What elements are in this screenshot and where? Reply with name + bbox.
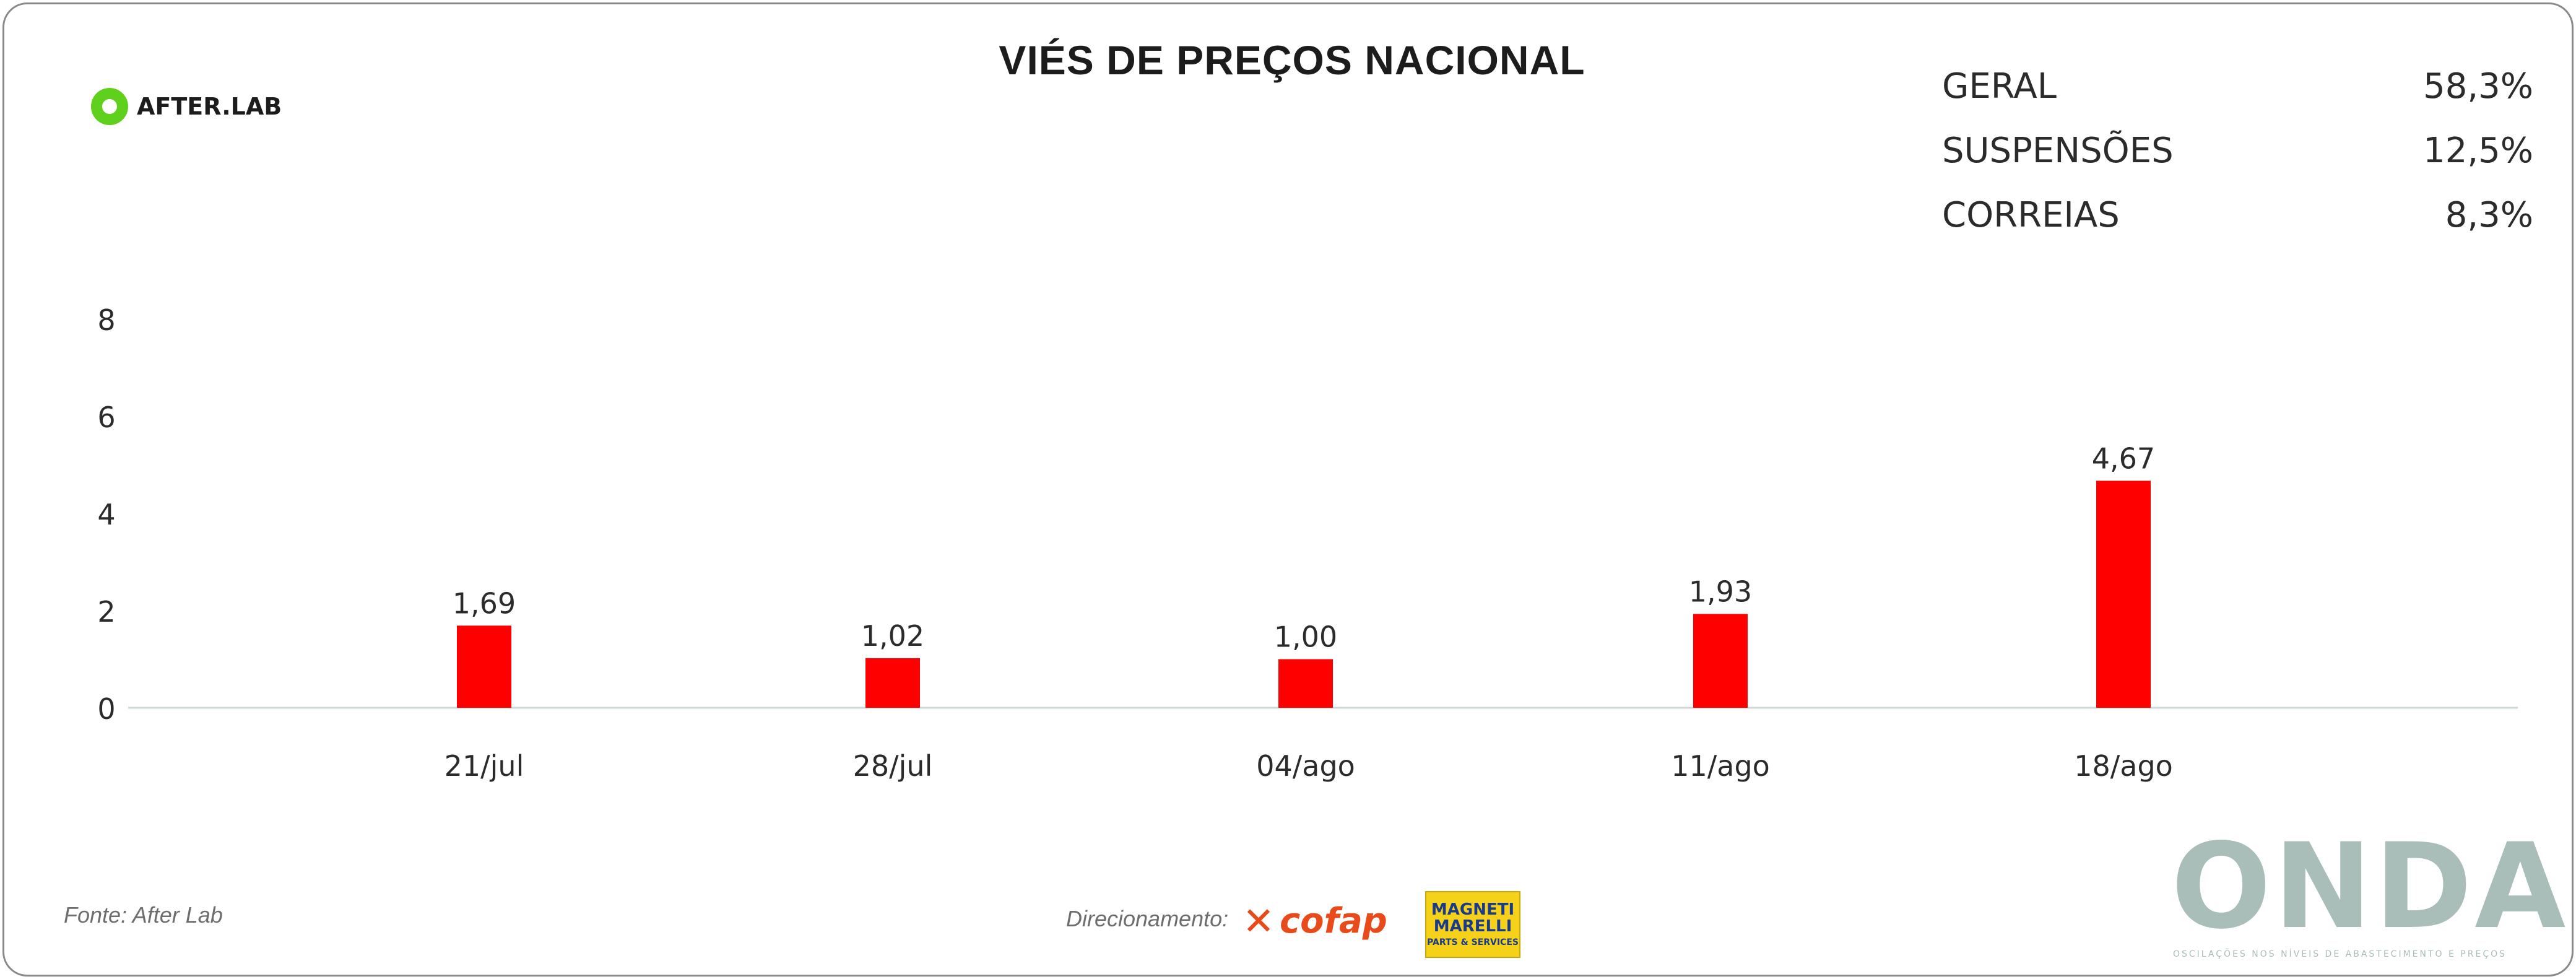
- bar-chart: 0 2 4 6 8 1,69 21/jul 1,02 28/jul 1,00 04/ago 1,93 1…: [97, 303, 2518, 783]
- magneti-marelli-logo: MAGNETI MARELLI PARTS & SERVICES: [1425, 891, 1520, 958]
- magneti-logo-subtext: PARTS & SERVICES: [1427, 938, 1519, 948]
- stat-value: 58,3%: [2423, 66, 2533, 107]
- bar: [457, 625, 511, 708]
- data-label: 1,02: [861, 619, 924, 653]
- y-tick-label: 2: [97, 595, 115, 629]
- x-tick-label: 18/ago: [2074, 749, 2173, 783]
- cofap-logo-text: cofap: [1279, 901, 1387, 941]
- x-tick-label: 21/jul: [445, 749, 524, 783]
- data-label: 1,69: [453, 586, 516, 620]
- data-label: 4,67: [2092, 442, 2155, 475]
- stat-label: GERAL: [1942, 66, 2057, 107]
- stat-label: SUSPENSÕES: [1942, 130, 2174, 171]
- y-tick-label: 6: [97, 401, 115, 434]
- x-tick-label: 28/jul: [853, 749, 933, 783]
- bar: [2096, 481, 2151, 708]
- y-tick-label: 4: [97, 498, 115, 531]
- data-label: 1,00: [1274, 620, 1337, 654]
- y-tick-label: 8: [97, 303, 115, 337]
- stats-panel: GERAL 58,3% SUSPENSÕES 12,5% CORREIAS 8,…: [1942, 54, 2533, 247]
- onda-logo-text: ONDA: [2171, 818, 2569, 955]
- y-tick-label: 0: [97, 692, 115, 726]
- bar: [1278, 659, 1333, 708]
- source-note: Fonte: After Lab: [64, 902, 223, 928]
- onda-tagline: OSCILAÇÕES NOS NÍVEIS DE ABASTECIMENTO E…: [2173, 949, 2507, 959]
- bar: [865, 658, 920, 708]
- direction-note: Direcionamento:: [1066, 906, 1229, 931]
- chart-title: VIÉS DE PREÇOS NACIONAL: [999, 37, 1585, 83]
- stat-row-suspensoes: SUSPENSÕES 12,5%: [1942, 118, 2533, 183]
- x-tick-label: 11/ago: [1671, 749, 1770, 783]
- afterlab-logo-icon: [91, 88, 128, 125]
- magneti-logo-text: MAGNETI MARELLI: [1431, 900, 1515, 936]
- data-label: 1,93: [1689, 575, 1752, 608]
- stat-label: CORREIAS: [1942, 194, 2120, 235]
- afterlab-logo: AFTER.LAB: [91, 88, 282, 125]
- stat-value: 12,5%: [2423, 130, 2533, 171]
- afterlab-logo-text: AFTER.LAB: [137, 93, 282, 120]
- cofap-logo: ✕ cofap: [1242, 901, 1387, 941]
- onda-logo: ONDA OSCILAÇÕES NOS NÍVEIS DE ABASTECIME…: [2171, 818, 2569, 960]
- bar: [1693, 614, 1748, 708]
- stat-row-geral: GERAL 58,3%: [1942, 54, 2533, 118]
- x-tick-label: 04/ago: [1256, 749, 1355, 783]
- cofap-x-icon: ✕: [1242, 898, 1275, 944]
- stat-row-correias: CORREIAS 8,3%: [1942, 183, 2533, 247]
- stat-value: 8,3%: [2445, 194, 2533, 235]
